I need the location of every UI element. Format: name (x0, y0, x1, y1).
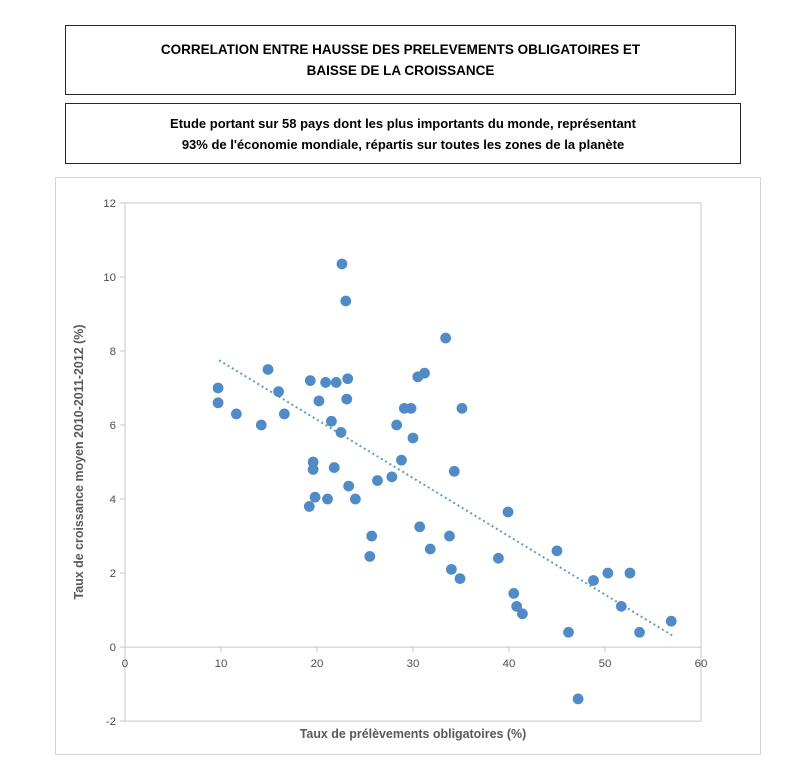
data-point (454, 573, 466, 584)
y-tick-label: -2 (106, 716, 116, 728)
data-point (386, 471, 398, 483)
x-tick-label: 50 (599, 658, 612, 670)
data-point (330, 377, 342, 388)
data-point (350, 493, 361, 505)
data-point (444, 530, 455, 542)
data-point (230, 408, 242, 420)
data-point (448, 465, 460, 477)
y-tick-label: 2 (110, 568, 116, 580)
data-point (212, 397, 224, 409)
data-point (424, 543, 436, 555)
data-point (326, 415, 337, 427)
data-point (511, 600, 523, 612)
data-point (342, 373, 354, 385)
x-tick-label: 60 (695, 658, 708, 670)
data-point (517, 608, 528, 620)
data-point (309, 491, 321, 503)
data-point (391, 419, 403, 431)
data-point (414, 521, 426, 533)
trendline (218, 359, 674, 637)
data-point (551, 545, 563, 557)
x-tick-label: 30 (407, 658, 420, 670)
data-point (307, 464, 319, 475)
subtitle-box: Etude portant sur 58 pays dont les plus … (65, 103, 741, 164)
data-point (328, 462, 340, 473)
y-tick-label: 8 (110, 346, 116, 358)
data-point (588, 575, 599, 586)
x-axis-title: Taux de prélèvements obligatoires (%) (300, 727, 526, 741)
y-tick-label: 10 (103, 272, 116, 284)
data-point (366, 530, 378, 542)
title-line-1: CORRELATION ENTRE HAUSSE DES PRELEVEMENT… (160, 42, 641, 57)
data-point (665, 615, 677, 627)
subtitle-line-1: Etude portant sur 58 pays dont les plus … (170, 115, 636, 131)
data-point (572, 693, 584, 705)
data-point (307, 456, 319, 468)
subtitle-line-2: 93% de l'économie mondiale, répartis sur… (181, 136, 625, 152)
data-point (364, 551, 376, 562)
data-point (340, 295, 352, 307)
data-point (262, 364, 274, 375)
data-point (335, 427, 347, 438)
data-point (602, 567, 614, 579)
plot-frame (124, 202, 702, 722)
data-point (405, 402, 417, 414)
y-tick-label: 12 (103, 198, 116, 210)
x-tick-label: 40 (503, 658, 516, 670)
data-point (341, 393, 353, 405)
data-point (624, 567, 636, 579)
data-point (273, 386, 284, 398)
data-point (303, 501, 315, 512)
data-point (493, 552, 504, 564)
data-point (440, 332, 452, 344)
data-point (322, 493, 333, 505)
chart-container: 12 10 8 6 4 2 0 -2 0 10 20 30 40 50 60 Taux de croissan… (55, 177, 761, 755)
x-tick-label: 20 (311, 658, 324, 670)
title-line-2: BAISSE DE LA CROISSANCE (306, 63, 495, 78)
data-point (343, 480, 355, 492)
y-axis-title: Taux de croissance moyen 2010-2011-2012 … (72, 325, 86, 600)
data-point (407, 432, 419, 444)
data-point (372, 475, 383, 486)
data-point (396, 454, 407, 466)
y-tick-label: 0 (110, 642, 116, 654)
data-point (634, 626, 645, 638)
data-point (456, 402, 468, 414)
data-point (615, 600, 627, 612)
data-point (336, 258, 348, 270)
data-point (446, 563, 457, 575)
x-tick-label: 10 (215, 658, 228, 670)
y-tick-label: 4 (110, 494, 117, 506)
y-tick-label: 6 (110, 420, 116, 432)
data-point (508, 588, 520, 599)
data-point (320, 377, 332, 388)
data-point (278, 408, 290, 420)
data-point (255, 419, 267, 431)
data-point (313, 395, 325, 407)
data-point (502, 506, 514, 518)
x-tick-label: 0 (122, 658, 128, 670)
data-point (563, 626, 574, 638)
data-point (304, 375, 316, 386)
data-point (212, 382, 224, 394)
data-point (419, 367, 430, 379)
title-box: CORRELATION ENTRE HAUSSE DES PRELEVEMENT… (65, 25, 736, 95)
